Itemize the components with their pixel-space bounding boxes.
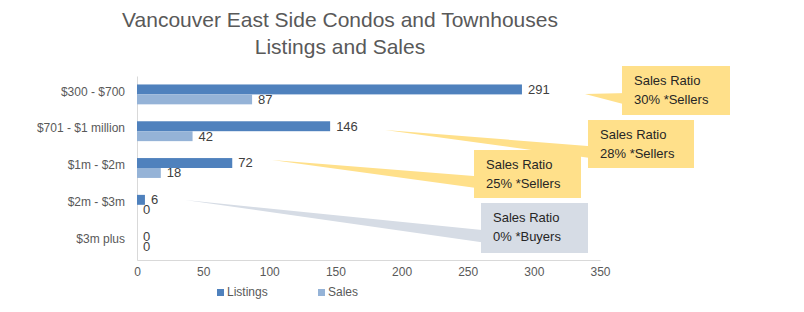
bar-series (137, 94, 252, 178)
callout-text: Sales Ratio (600, 127, 666, 142)
chart-container: Vancouver East Side Condos and Townhouse… (0, 0, 804, 312)
y-tick: $1m - $2m (68, 158, 137, 172)
y-tick: $701 - $1 million (37, 121, 137, 135)
x-axis: 0 50 100 150 200 250 300 350 (134, 260, 611, 279)
callout-text: Sales Ratio (634, 73, 700, 88)
data-label: 72 (238, 155, 252, 170)
bar (137, 121, 330, 131)
x-tick: 250 (458, 260, 478, 279)
bar (137, 94, 252, 104)
data-label: 87 (258, 92, 272, 107)
callout-box (588, 120, 694, 168)
category-label: $2m - $3m (68, 195, 125, 209)
callout-text: 30% *Sellers (634, 92, 709, 107)
x-tick-label: 300 (524, 265, 544, 279)
legend-label: Listings (227, 285, 268, 299)
bar (137, 84, 522, 94)
legend-swatch (318, 289, 325, 296)
x-tick: 200 (392, 260, 412, 279)
chart-subtitle: Listings and Sales (255, 35, 425, 58)
y-tick: $3m plus (76, 232, 137, 246)
data-label: 0 (143, 202, 150, 217)
bar (137, 242, 138, 252)
callout-text: Sales Ratio (486, 157, 552, 172)
x-axis-line (138, 260, 601, 261)
y-axis: $300 - $700 $701 - $1 million $1m - $2m $2m… (37, 77, 138, 261)
x-tick-label: 200 (392, 265, 412, 279)
data-label: 0 (143, 239, 150, 254)
x-tick-label: 0 (134, 265, 141, 279)
data-label: 291 (528, 82, 550, 97)
y-tick: $300 - $700 (61, 85, 137, 99)
x-tick: 100 (260, 260, 280, 279)
callout: Sales Ratio 0% *Buyers (185, 200, 588, 253)
x-tick: 0 (134, 260, 141, 279)
chart-svg: Vancouver East Side Condos and Townhouse… (0, 0, 804, 312)
callout-box (474, 150, 581, 198)
y-tick: $2m - $3m (68, 195, 137, 209)
category-label: $3m plus (76, 232, 125, 246)
legend-swatch (217, 289, 224, 296)
x-tick-label: 100 (260, 265, 280, 279)
callout-text: 28% *Sellers (600, 146, 675, 161)
data-label: 18 (167, 165, 181, 180)
x-tick-label: 150 (326, 265, 346, 279)
category-label: $300 - $700 (61, 85, 125, 99)
data-label: 42 (199, 129, 213, 144)
legend: Listings Sales (217, 285, 358, 299)
callout-pointer (585, 93, 628, 105)
x-tick: 300 (524, 260, 544, 279)
x-tick: 150 (326, 260, 346, 279)
bars (137, 84, 522, 204)
chart-title: Vancouver East Side Condos and Townhouse… (122, 8, 558, 31)
callout: Sales Ratio 25% *Sellers (272, 150, 581, 198)
bar (137, 232, 138, 242)
bar-series (137, 84, 522, 204)
background (0, 0, 804, 312)
callout-pointer (272, 160, 480, 188)
x-tick: 350 (590, 260, 610, 279)
callout-text: Sales Ratio (493, 210, 559, 225)
callout-text: 25% *Sellers (486, 176, 561, 191)
x-tick-label: 250 (458, 265, 478, 279)
data-label: 146 (336, 119, 358, 134)
callout-box (622, 66, 730, 115)
callout-box (481, 203, 588, 253)
legend-label: Sales (328, 285, 358, 299)
category-label: $1m - $2m (68, 158, 125, 172)
bar (137, 158, 232, 168)
annotations: Sales Ratio 30% *Sellers Sales Ratio 28% *S… (185, 66, 730, 253)
callout-pointer (185, 200, 487, 243)
bar (137, 205, 138, 215)
callout-text: 0% *Buyers (493, 229, 561, 244)
category-label: $701 - $1 million (37, 121, 125, 135)
bar (137, 131, 193, 141)
callout: Sales Ratio 30% *Sellers (585, 66, 730, 115)
x-tick-label: 50 (197, 265, 211, 279)
bar (137, 168, 161, 178)
x-tick: 50 (197, 260, 211, 279)
x-tick-label: 350 (590, 265, 610, 279)
data-label: 6 (151, 192, 158, 207)
